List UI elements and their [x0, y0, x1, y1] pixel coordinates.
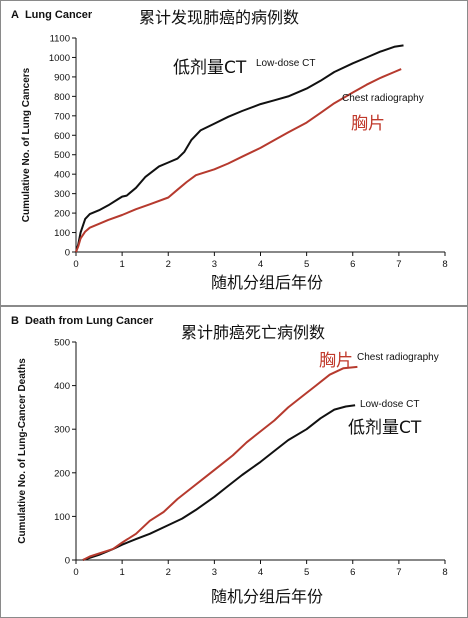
panel-b-y-tick-label: 500: [54, 338, 70, 349]
panel-b-low-dose-ct-label: Low-dose CT: [360, 399, 419, 410]
panel-a-y-tick-label: 300: [54, 189, 70, 200]
panel-b-title: Death from Lung Cancer: [24, 315, 154, 327]
panel-a-letter: A: [11, 9, 19, 21]
panel-a-chest-label-cn: 胸片: [351, 114, 385, 134]
panel-b-chest-label-cn: 胸片: [319, 351, 353, 371]
panel-a-y-tick-label: 400: [54, 170, 70, 181]
panel-a-y-tick-label: 200: [54, 209, 70, 220]
panel-b-x-tick-label: 6: [350, 567, 355, 578]
panel-a-title-cn: 累计发现肺癌的病例数: [139, 8, 300, 27]
panel-b-x-tick-label: 8: [442, 567, 447, 578]
panel-a-x-tick-label: 4: [258, 259, 263, 270]
panel-b-y-tick-label: 0: [65, 556, 70, 567]
lung-cancer-chart: 0 1 2 3 4 5 6 7 8 0 100 200 300 400 500 600 700 800 900 100…: [21, 34, 448, 271]
panel-a-xlabel-cn: 随机分组后年份: [211, 273, 324, 292]
panel-a-y-axis-label: Cumulative No. of Lung Cancers: [21, 67, 32, 222]
panel-a-x-tick-label: 3: [212, 259, 217, 270]
panel-a-title: Lung Cancer: [24, 9, 93, 21]
panel-a-y-tick-label: 500: [54, 150, 70, 161]
panel-a-x-tick-label: 6: [350, 259, 355, 270]
panel-b-series-low-dose-ct-line: [82, 404, 356, 561]
panel-a-y-tick-label: 1100: [50, 34, 70, 45]
lung-cancer-deaths-chart: 0 1 2 3 4 5 6 7 8 0 100 200 300 400 500 Cumulative No. …: [17, 338, 448, 579]
panel-a-y-tick-label: 0: [65, 248, 70, 259]
panel-b-y-tick-label: 200: [54, 468, 70, 479]
panel-b-xlabel-cn: 随机分组后年份: [211, 587, 324, 606]
panel-a-x-tick-label: 7: [396, 259, 401, 270]
panel-a-x-tick-label: 5: [304, 259, 309, 270]
panel-b-y-tick-label: 100: [54, 512, 70, 523]
panel-b-x-tick-label: 4: [258, 567, 263, 578]
panel-a-x-tick-label: 8: [442, 259, 447, 270]
panel-a-x-tick-label: 2: [166, 259, 171, 270]
panel-a-chest-radiography-label: Chest radiography: [342, 93, 424, 104]
panel-a-series-chest-radiography-line: [75, 68, 402, 253]
panel-b-header: B Death from Lung Cancer: [11, 315, 153, 327]
panel-b-x-tick-label: 2: [166, 567, 171, 578]
panel-b-y-tick-label: 400: [54, 381, 70, 392]
panel-a-y-tick-label: 600: [54, 131, 70, 142]
panel-b-x-tick-label: 7: [396, 567, 401, 578]
panel-b-letter: B: [11, 315, 19, 327]
panel-a-x-tick-label: 0: [73, 259, 78, 270]
panel-a-y-tick-label: 900: [54, 72, 70, 83]
panel-a-y-tick-label: 800: [54, 92, 70, 103]
panel-b-series-chest-radiography-line: [82, 365, 358, 561]
panel-a-series-low-dose-ct-line: [75, 44, 404, 253]
panel-death-lung-cancer: B Death from Lung Cancer 累计肺癌死亡病例数 胸片 低剂量…: [0, 306, 468, 618]
panel-a-header: A Lung Cancer: [11, 9, 92, 21]
panel-b-x-tick-label: 3: [212, 567, 217, 578]
panel-b-x-tick-label: 5: [304, 567, 309, 578]
panel-b-x-tick-label: 0: [73, 567, 78, 578]
panel-b-chest-radiography-label: Chest radiography: [357, 352, 439, 363]
panel-a-y-tick-label: 1000: [49, 53, 70, 64]
panel-a-low-dose-ct-label: Low-dose CT: [256, 58, 315, 69]
panel-b-low-dose-label-cn: 低剂量CT: [348, 418, 422, 438]
panel-a-low-dose-label-cn: 低剂量CT: [173, 58, 247, 78]
panel-lung-cancer: A Lung Cancer 累计发现肺癌的病例数 低剂量CT 胸片 随机分组后年份…: [0, 0, 468, 306]
panel-b-title-cn: 累计肺癌死亡病例数: [181, 323, 326, 342]
panel-a-x-tick-label: 1: [119, 259, 124, 270]
panel-a-y-tick-label: 700: [54, 111, 70, 122]
panel-a-y-tick-label: 100: [54, 228, 70, 239]
panel-b-y-tick-label: 300: [54, 425, 70, 436]
panel-b-x-tick-label: 1: [119, 567, 124, 578]
panel-b-y-axis-label: Cumulative No. of Lung-Cancer Deaths: [17, 358, 28, 544]
